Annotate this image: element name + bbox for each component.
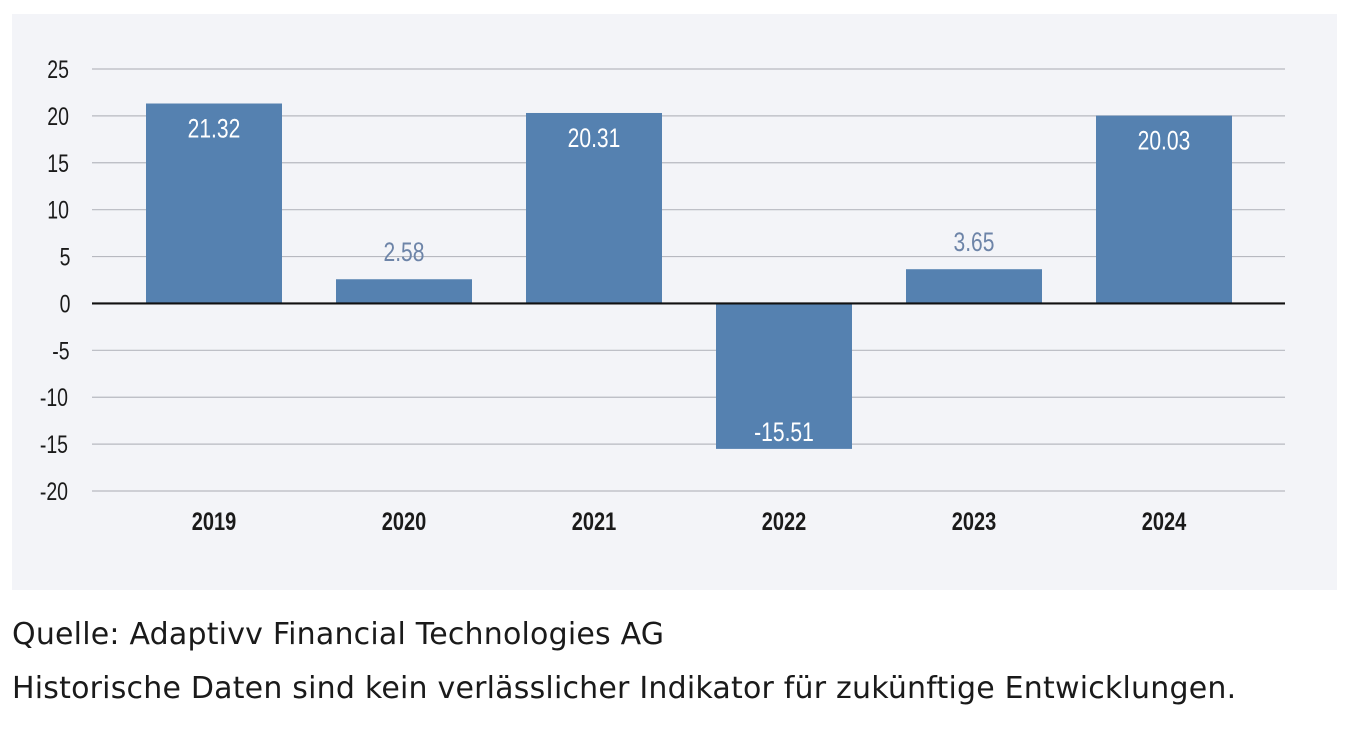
data-label: 2.58	[384, 238, 425, 268]
x-tick-label: 2024	[1142, 508, 1187, 536]
disclaimer-note: Historische Daten sind kein verlässliche…	[12, 671, 1237, 706]
bar-2022	[716, 303, 852, 449]
data-label: 21.32	[188, 114, 241, 144]
x-tick-label: 2022	[762, 508, 806, 536]
bar-2020	[336, 279, 472, 304]
bar-chart: 25 20 15 10 5 0 -5 -10 -15 -20 21.32 2019 2.58 2020 20…	[40, 56, 1285, 536]
data-label: 3.65	[954, 228, 995, 258]
y-tick-label: 20	[47, 103, 69, 131]
source-note: Quelle: Adaptivv Financial Technologies …	[12, 617, 665, 652]
data-label: 20.03	[1138, 126, 1191, 156]
x-tick-label: 2023	[952, 508, 996, 536]
y-tick-label: -10	[40, 384, 68, 412]
chart-panel: 25 20 15 10 5 0 -5 -10 -15 -20 21.32 2019 2.58 2020 20…	[12, 14, 1337, 590]
y-tick-label: -15	[40, 431, 68, 459]
bar-2021	[526, 112, 662, 304]
y-tick-label: 25	[47, 56, 69, 84]
x-tick-label: 2020	[382, 508, 426, 536]
y-tick-label: 5	[60, 243, 71, 271]
data-label: -15.51	[754, 417, 814, 447]
y-tick-label: 15	[47, 149, 69, 177]
y-tick-label: -20	[40, 478, 68, 506]
bar-2023	[906, 269, 1042, 304]
bar-2024	[1096, 115, 1232, 304]
y-tick-label: -5	[52, 337, 69, 365]
x-tick-label: 2019	[192, 508, 236, 536]
bar-2019	[146, 103, 282, 304]
y-tick-label: 0	[60, 290, 71, 318]
data-label: 20.31	[568, 124, 621, 154]
x-tick-label: 2021	[572, 508, 616, 536]
y-tick-label: 10	[47, 196, 69, 224]
